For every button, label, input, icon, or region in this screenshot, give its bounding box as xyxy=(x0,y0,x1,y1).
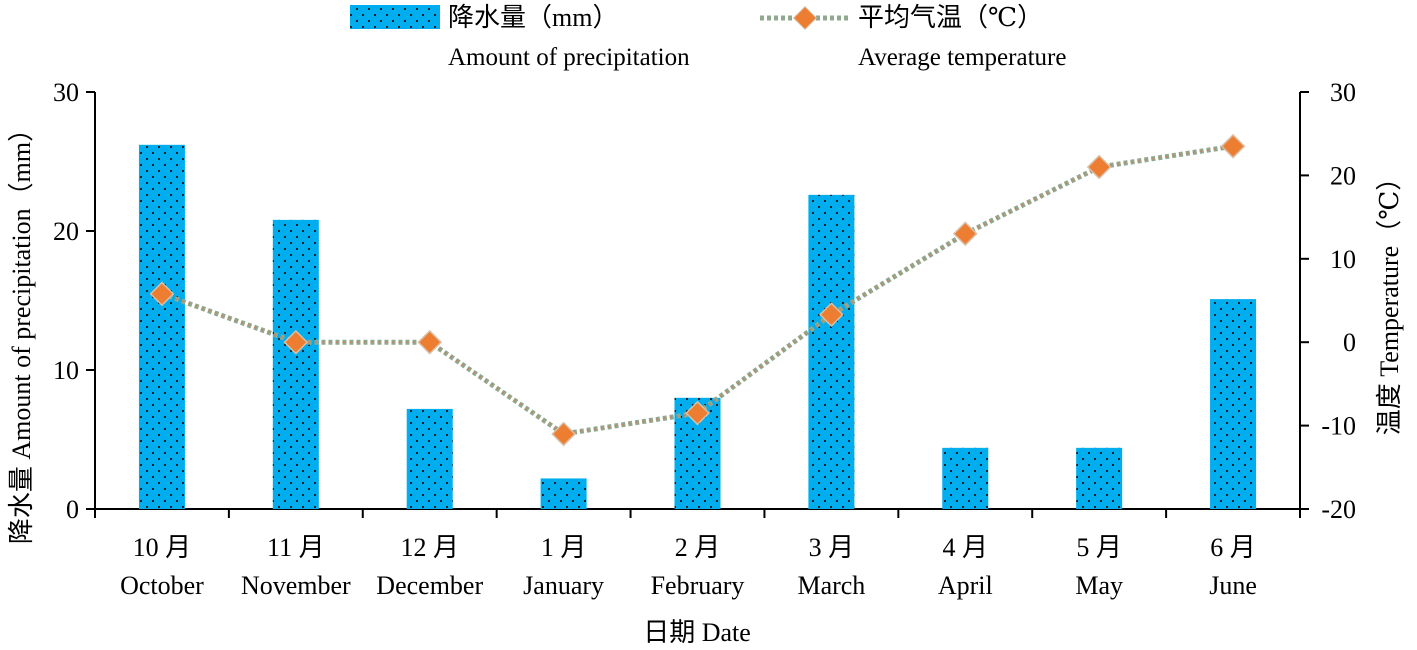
left-tick-label: 30 xyxy=(53,78,79,107)
right-tick-label: 30 xyxy=(1330,78,1356,107)
left-tick-label: 20 xyxy=(53,217,79,246)
temperature-point xyxy=(417,329,443,355)
precipitation-bar-pattern xyxy=(540,478,587,509)
precipitation-bar-pattern xyxy=(272,219,319,509)
precipitation-bars xyxy=(138,144,1257,510)
category-label-en: October xyxy=(120,571,204,600)
right-y-ticks: -20 -10 0 10 20 30 xyxy=(1300,78,1356,524)
left-y-axis-title: 降水量 Amount of precipitation（mm） xyxy=(7,116,36,544)
category-label-cn: 12 月 xyxy=(400,533,459,562)
category-labels: 10 月 October 11 月 November 12 月 December 1 月 Ja… xyxy=(120,533,1257,600)
x-ticks xyxy=(94,509,1301,518)
category-label-en: March xyxy=(797,571,865,600)
temperature-point xyxy=(149,281,175,307)
left-tick-label: 10 xyxy=(53,356,79,385)
legend: 降水量（mm） Amount of precipitation 平均气温（℃） … xyxy=(350,3,1066,71)
right-tick-label: 20 xyxy=(1330,161,1356,190)
category-label-cn: 11 月 xyxy=(267,533,325,562)
temperature-point xyxy=(1086,154,1112,180)
precipitation-bar-pattern xyxy=(1076,447,1123,509)
legend-temperature-label-cn: 平均气温（℃） xyxy=(858,3,1043,32)
category-label-cn: 3 月 xyxy=(809,533,855,562)
temperature-point xyxy=(1220,133,1246,159)
category-label-cn: 1 月 xyxy=(541,533,587,562)
temperature-point xyxy=(952,221,978,247)
temperature-line xyxy=(161,143,1234,437)
right-tick-label: 10 xyxy=(1330,245,1356,274)
category-label-en: January xyxy=(523,571,604,600)
precipitation-bar-pattern xyxy=(1210,299,1257,509)
category-label-en: February xyxy=(651,571,745,600)
category-label-en: April xyxy=(938,571,993,600)
right-tick-label: -10 xyxy=(1321,412,1356,441)
right-tick-label: 0 xyxy=(1343,328,1356,357)
temperature-line-overlay xyxy=(161,145,1234,435)
category-label-en: May xyxy=(1075,571,1123,600)
x-axis-title: 日期 Date xyxy=(643,618,751,647)
legend-temperature-marker-swatch xyxy=(792,5,818,31)
precipitation-bar-pattern xyxy=(808,194,855,510)
temperature-point xyxy=(283,329,309,355)
legend-precipitation-swatch-pattern xyxy=(350,5,440,29)
right-tick-label: -20 xyxy=(1321,495,1356,524)
temperature-series xyxy=(149,133,1246,447)
category-label-en: November xyxy=(241,571,351,600)
precipitation-bar-pattern xyxy=(942,447,989,509)
legend-precipitation-label-en: Amount of precipitation xyxy=(448,44,690,71)
category-label-en: June xyxy=(1209,571,1257,600)
category-label-cn: 4 月 xyxy=(943,533,989,562)
category-label-en: December xyxy=(376,571,483,600)
temperature-point xyxy=(685,400,710,426)
legend-temperature-label-en: Average temperature xyxy=(858,44,1066,71)
right-y-axis-title: 温度 Temperature（℃） xyxy=(1375,165,1404,436)
temperature-point xyxy=(551,421,576,447)
left-y-ticks: 0 10 20 30 xyxy=(53,78,95,524)
category-label-cn: 10 月 xyxy=(133,533,192,562)
temperature-point xyxy=(819,302,844,328)
category-label-cn: 5 月 xyxy=(1076,533,1122,562)
left-tick-label: 0 xyxy=(66,495,79,524)
category-label-cn: 2 月 xyxy=(675,533,721,562)
precipitation-bar-pattern xyxy=(406,408,453,509)
category-label-cn: 6 月 xyxy=(1210,533,1256,562)
legend-precipitation-label-cn: 降水量（mm） xyxy=(448,3,618,32)
precipitation-bar-pattern xyxy=(138,144,185,509)
